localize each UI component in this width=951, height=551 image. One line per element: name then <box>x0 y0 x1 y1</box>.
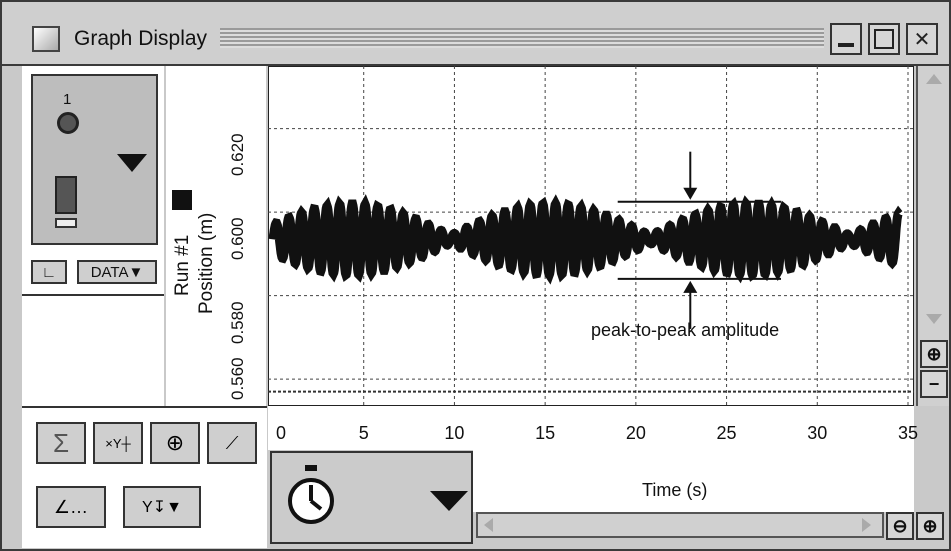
y-axis-area: Run #1 Position (m) 0.620 0.600 0.580 0.… <box>166 66 266 406</box>
axis-scale-button[interactable]: Y↧▼ <box>123 486 201 528</box>
zoom-select-icon: ⊕ <box>165 430 185 455</box>
x-tick-label: 30 <box>807 423 828 443</box>
data-button[interactable]: DATA▼ <box>77 260 157 284</box>
sensor-base-icon <box>55 218 77 228</box>
close-button[interactable]: ✕ <box>906 23 938 55</box>
x-tick-label: 35 <box>897 423 919 443</box>
sensor-tile[interactable]: 1 <box>31 74 158 245</box>
window-title: Graph Display <box>74 27 208 50</box>
zoom-in-icon: ⊕ <box>922 515 938 536</box>
sensor-connector-icon <box>57 112 79 134</box>
title-stripes <box>220 28 824 48</box>
graph-style-button[interactable]: ∟ <box>31 260 67 284</box>
line-graph-icon: ∠… <box>53 496 89 517</box>
y-axis-title[interactable]: Position (m) <box>196 212 217 314</box>
y-tick-label: 0.560 <box>228 357 247 400</box>
y-tick-label: 0.620 <box>228 133 247 176</box>
time-sensor-tile[interactable] <box>270 451 473 544</box>
timer-dropdown-icon[interactable] <box>430 491 468 511</box>
close-icon: ✕ <box>913 28 931 51</box>
statistics-button[interactable]: Σ <box>36 422 86 464</box>
sensor-panel: 1 ∟ DATA▼ <box>22 66 164 406</box>
zoom-in-y-button[interactable]: ⊕ <box>920 340 948 368</box>
x-tick-label: 5 <box>358 423 369 443</box>
xy-coordinate-icon: ×Y┼ <box>105 435 131 451</box>
x-axis-title[interactable]: Time (s) <box>642 480 708 500</box>
curve-fit-icon: ⟋ <box>225 432 239 453</box>
axis-scale-icon: Y↧▼ <box>142 499 182 516</box>
scroll-down-icon[interactable] <box>926 314 942 324</box>
scroll-right-icon[interactable] <box>862 518 871 532</box>
y-tick-label: 0.600 <box>228 217 247 260</box>
sensor-number: 1 <box>63 91 72 108</box>
x-label-area <box>473 450 914 512</box>
sidebar-divider <box>22 294 164 296</box>
maximize-button[interactable] <box>868 23 900 55</box>
curve-fit-button[interactable]: ⟋ <box>207 422 257 464</box>
sigma-icon: Σ <box>52 427 70 458</box>
x-tick-label: 0 <box>275 423 286 443</box>
line-style-button[interactable]: ∠… <box>36 486 106 528</box>
minimize-button[interactable] <box>830 23 862 55</box>
stopwatch-icon <box>288 465 334 524</box>
minimize-icon <box>838 43 854 47</box>
zoom-select-button[interactable]: ⊕ <box>150 422 200 464</box>
zoom-out-x-button[interactable]: ⊖ <box>886 512 914 540</box>
window-close-box-icon[interactable] <box>32 26 60 52</box>
zoom-out-y-button[interactable]: − <box>920 370 948 398</box>
zoom-out-icon: − <box>928 373 940 394</box>
xy-coordinates-button[interactable]: ×Y┼ <box>93 422 143 464</box>
axis-corner-icon: ∟ <box>41 263 57 281</box>
run-label: Run #1 <box>172 234 193 296</box>
series-run-1-line <box>268 194 903 285</box>
scroll-up-icon[interactable] <box>926 74 942 84</box>
zoom-out-icon: ⊖ <box>892 515 908 536</box>
sensor-dropdown-icon[interactable] <box>117 154 147 172</box>
zoom-in-x-button[interactable]: ⊕ <box>916 512 944 540</box>
x-tick-label: 15 <box>535 423 556 443</box>
sensor-level-icon <box>55 176 77 214</box>
annotation-text: peak-to-peak amplitude <box>591 320 780 340</box>
x-tick-label: 25 <box>716 423 737 443</box>
tool-palette: Σ ×Y┼ ⊕ ⟋ ∠… Y↧▼ <box>22 406 267 548</box>
zoom-in-icon: ⊕ <box>926 343 942 364</box>
y-tick-label: 0.580 <box>228 301 247 344</box>
scroll-left-icon[interactable] <box>484 518 493 532</box>
annotation-arrow-down-head <box>683 187 698 200</box>
run-legend-swatch <box>172 190 192 210</box>
title-bar[interactable]: Graph Display ✕ <box>2 2 949 66</box>
x-tick-label: 10 <box>444 423 465 443</box>
x-axis-area <box>268 406 914 450</box>
annotation-arrow-up-head <box>683 280 698 293</box>
position-graph[interactable] <box>268 66 914 406</box>
horizontal-scrollbar[interactable] <box>476 512 884 538</box>
vertical-scrollbar[interactable]: ⊕ − <box>916 66 949 406</box>
x-tick-label: 20 <box>625 423 646 443</box>
maximize-icon <box>874 29 894 49</box>
